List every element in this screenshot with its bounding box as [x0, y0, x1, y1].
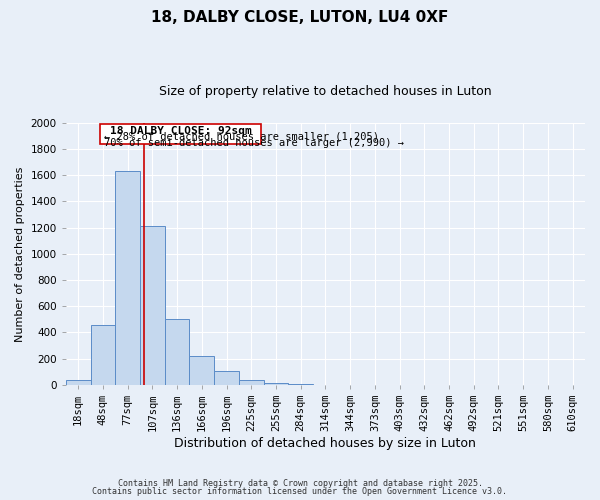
Bar	[190, 356, 214, 385]
Text: Contains public sector information licensed under the Open Government Licence v3: Contains public sector information licen…	[92, 487, 508, 496]
Bar	[289, 384, 313, 385]
Bar	[66, 380, 91, 385]
FancyBboxPatch shape	[100, 124, 261, 144]
Text: 70% of semi-detached houses are larger (2,990) →: 70% of semi-detached houses are larger (…	[104, 138, 404, 148]
X-axis label: Distribution of detached houses by size in Luton: Distribution of detached houses by size …	[175, 437, 476, 450]
Text: Contains HM Land Registry data © Crown copyright and database right 2025.: Contains HM Land Registry data © Crown c…	[118, 478, 482, 488]
Bar	[214, 371, 239, 385]
Bar	[239, 380, 263, 385]
Text: ← 28% of detached houses are smaller (1,205): ← 28% of detached houses are smaller (1,…	[104, 132, 379, 141]
Bar	[140, 226, 165, 385]
Y-axis label: Number of detached properties: Number of detached properties	[15, 166, 25, 342]
Bar	[263, 383, 289, 385]
Text: 18, DALBY CLOSE, LUTON, LU4 0XF: 18, DALBY CLOSE, LUTON, LU4 0XF	[151, 10, 449, 25]
Text: 18 DALBY CLOSE: 92sqm: 18 DALBY CLOSE: 92sqm	[110, 126, 251, 136]
Bar	[165, 318, 190, 385]
Bar	[91, 326, 115, 385]
Bar	[115, 172, 140, 385]
Title: Size of property relative to detached houses in Luton: Size of property relative to detached ho…	[159, 85, 492, 98]
